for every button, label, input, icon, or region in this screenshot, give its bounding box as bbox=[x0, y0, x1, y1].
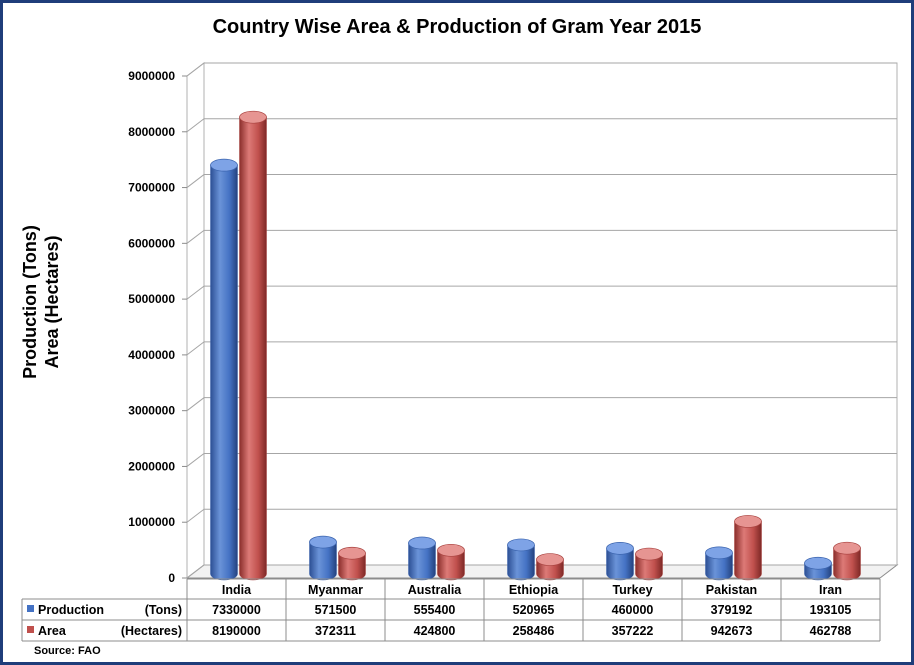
bar-cap bbox=[309, 535, 337, 549]
bar-body bbox=[239, 116, 267, 581]
category-label-ethiopia: Ethiopia bbox=[509, 583, 559, 597]
gridlines bbox=[182, 61, 899, 580]
bar-body bbox=[338, 552, 366, 581]
y-tick-label: 1000000 bbox=[128, 515, 175, 529]
bar-production-turkey bbox=[606, 541, 634, 581]
bar-cap bbox=[833, 541, 861, 555]
legend-unit-production: (Tons) bbox=[145, 603, 182, 617]
gridline bbox=[186, 341, 897, 356]
bar-production-india bbox=[210, 158, 238, 581]
y-tick-label: 2000000 bbox=[128, 459, 175, 473]
bar-body bbox=[833, 547, 861, 581]
gridline bbox=[186, 564, 897, 579]
bar-body bbox=[606, 548, 634, 581]
y-tick-label: 0 bbox=[168, 571, 175, 585]
source-note: Source: FAO bbox=[34, 645, 101, 657]
legend-label-area: Area bbox=[38, 624, 67, 638]
y-tick-label: 5000000 bbox=[128, 292, 175, 306]
bar-cap bbox=[734, 515, 762, 528]
bar-cap bbox=[338, 546, 366, 560]
bar-production-ethiopia bbox=[507, 538, 535, 581]
bar-body bbox=[210, 164, 238, 581]
y-tick-label: 3000000 bbox=[128, 404, 175, 418]
bar-cap bbox=[437, 543, 465, 557]
bar-body bbox=[309, 541, 337, 581]
chart-title: Country Wise Area & Production of Gram Y… bbox=[213, 16, 702, 38]
bar-area-iran bbox=[833, 541, 861, 581]
bar-body bbox=[507, 544, 535, 581]
table-cell-area-turkey: 357222 bbox=[612, 624, 654, 638]
legend-key-area bbox=[27, 626, 34, 633]
bar-body bbox=[635, 553, 663, 581]
data-table: India Myanmar Australia Ethiopia Turkey Pakis… bbox=[21, 578, 881, 642]
bar-area-india bbox=[239, 110, 267, 581]
bar-area-turkey bbox=[635, 547, 663, 581]
bar-cap bbox=[239, 110, 267, 124]
side-wall bbox=[186, 61, 205, 580]
bar-cap bbox=[507, 538, 535, 552]
table-cell-area-ethiopia: 258486 bbox=[513, 624, 555, 638]
y-axis-label-line-2: Area (Hectares) bbox=[42, 235, 62, 368]
bar-body bbox=[437, 550, 465, 581]
bar-cap bbox=[210, 158, 238, 172]
legend-label-production: Production bbox=[38, 603, 104, 617]
bar-cap bbox=[408, 536, 436, 550]
back-wall bbox=[203, 62, 898, 566]
gridline bbox=[186, 62, 897, 77]
bar-body bbox=[734, 521, 762, 581]
category-label-turkey: Turkey bbox=[612, 583, 652, 597]
gridline bbox=[186, 397, 897, 412]
category-label-india: India bbox=[222, 583, 252, 597]
bars bbox=[210, 110, 861, 581]
bar-cap bbox=[536, 553, 564, 566]
table-cell-production-pakistan: 379192 bbox=[711, 603, 753, 617]
category-label-myanmar: Myanmar bbox=[308, 583, 363, 597]
table-cell-production-turkey: 460000 bbox=[612, 603, 654, 617]
category-label-australia: Australia bbox=[408, 583, 463, 597]
bar-area-myanmar bbox=[338, 546, 366, 581]
y-axis-label: Production (Tons) Area (Hectares) bbox=[20, 225, 62, 379]
bar-production-pakistan bbox=[705, 546, 733, 581]
bar-area-australia bbox=[437, 543, 465, 581]
bar-area-pakistan bbox=[734, 515, 762, 581]
legend-key-production bbox=[27, 605, 34, 612]
bar-cap bbox=[705, 546, 733, 560]
y-tick-label: 9000000 bbox=[128, 69, 175, 83]
table-cell-production-australia: 555400 bbox=[414, 603, 456, 617]
table-cell-area-pakistan: 942673 bbox=[711, 624, 753, 638]
bar-production-australia bbox=[408, 536, 436, 581]
gridline bbox=[186, 452, 897, 467]
gridline bbox=[186, 229, 897, 244]
table-cell-production-ethiopia: 520965 bbox=[513, 603, 555, 617]
category-label-pakistan: Pakistan bbox=[706, 583, 757, 597]
gridline bbox=[186, 174, 897, 188]
bar-body bbox=[408, 542, 436, 581]
bar-cap bbox=[606, 541, 634, 555]
table-cell-area-myanmar: 372311 bbox=[315, 624, 356, 638]
table-cell-area-india: 8190000 bbox=[212, 624, 261, 638]
bar-body bbox=[705, 552, 733, 581]
gridline bbox=[186, 508, 897, 523]
y-tick-label: 8000000 bbox=[128, 125, 175, 139]
table-cell-production-iran: 193105 bbox=[810, 603, 852, 617]
y-tick-label: 4000000 bbox=[128, 348, 175, 362]
gridline bbox=[186, 285, 897, 300]
bar-cap bbox=[804, 556, 832, 570]
y-axis-label-line-1: Production (Tons) bbox=[20, 225, 40, 379]
y-tick-label: 6000000 bbox=[128, 236, 175, 250]
gridline bbox=[186, 118, 897, 133]
bar-area-ethiopia bbox=[536, 553, 564, 581]
table-cell-production-myanmar: 571500 bbox=[315, 603, 357, 617]
category-label-iran: Iran bbox=[819, 583, 842, 597]
bar-cap bbox=[635, 547, 663, 561]
legend-unit-area: (Hectares) bbox=[121, 624, 182, 638]
y-axis-ticks: 0 1000000 2000000 3000000 4000000 5000000 6000… bbox=[128, 69, 175, 585]
bar-production-iran bbox=[804, 556, 832, 581]
y-tick-label: 7000000 bbox=[128, 181, 175, 195]
table-cell-area-australia: 424800 bbox=[414, 624, 456, 638]
table-cell-production-india: 7330000 bbox=[212, 603, 261, 617]
table-cell-area-iran: 462788 bbox=[810, 624, 852, 638]
bar-production-myanmar bbox=[309, 535, 337, 581]
